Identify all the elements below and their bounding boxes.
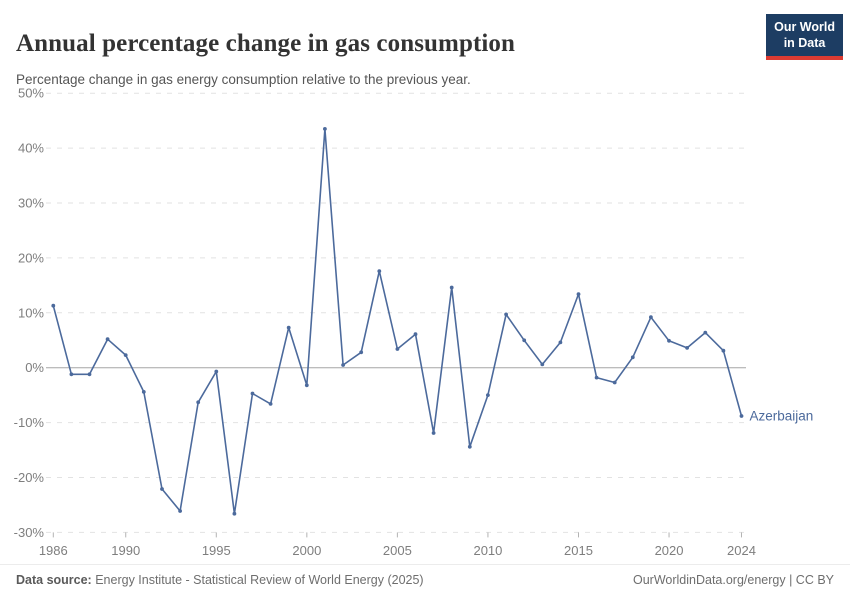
owid-logo-line1: Our World bbox=[774, 20, 835, 34]
data-point bbox=[522, 338, 527, 343]
data-point bbox=[540, 362, 545, 367]
data-point bbox=[232, 511, 237, 516]
data-point bbox=[721, 348, 726, 353]
data-point bbox=[178, 509, 183, 513]
chart-subtitle: Percentage change in gas energy consumpt… bbox=[16, 71, 471, 87]
data-point bbox=[667, 338, 671, 343]
data-point bbox=[250, 391, 255, 396]
data-point bbox=[486, 393, 490, 397]
x-axis-label: 1995 bbox=[202, 543, 231, 558]
data-point bbox=[141, 390, 146, 394]
attribution-link[interactable]: OurWorldinData.org/energy | CC BY bbox=[632, 573, 834, 587]
data-point bbox=[576, 292, 581, 296]
data-source-label: Data source: bbox=[16, 573, 92, 587]
y-axis-label: -20% bbox=[14, 470, 45, 485]
data-point bbox=[196, 400, 201, 405]
data-point bbox=[431, 431, 436, 435]
x-axis-label: 2015 bbox=[564, 543, 593, 558]
x-axis-label: 2005 bbox=[383, 543, 412, 558]
data-point bbox=[558, 340, 563, 345]
data-point bbox=[703, 330, 708, 335]
data-point bbox=[685, 346, 689, 350]
y-axis-label: 10% bbox=[18, 305, 44, 320]
data-point bbox=[214, 369, 219, 374]
data-point bbox=[105, 337, 110, 342]
y-axis-label: 20% bbox=[18, 250, 44, 265]
data-point bbox=[395, 347, 400, 351]
data-point bbox=[123, 353, 128, 357]
data-source-text: Data source: Energy Institute - Statisti… bbox=[16, 573, 424, 587]
y-axis-label: 0% bbox=[25, 360, 44, 375]
data-point bbox=[286, 325, 291, 330]
data-source-value: Energy Institute - Statistical Review of… bbox=[91, 573, 424, 587]
data-point bbox=[449, 285, 454, 290]
data-point bbox=[268, 402, 273, 406]
data-point bbox=[377, 269, 382, 273]
y-axis-label: 30% bbox=[18, 196, 44, 211]
entity-label-azerbaijan[interactable]: Azerbaijan bbox=[750, 409, 814, 424]
owid-logo[interactable]: Our World in Data bbox=[766, 14, 843, 60]
data-point bbox=[649, 315, 653, 320]
y-axis-label: -30% bbox=[14, 525, 45, 540]
data-point bbox=[504, 312, 508, 317]
data-point bbox=[739, 414, 744, 418]
x-axis-label: 2020 bbox=[655, 543, 684, 558]
data-point bbox=[51, 303, 56, 308]
x-axis-label: 2010 bbox=[473, 543, 502, 558]
y-axis-label: 40% bbox=[18, 141, 44, 156]
data-point bbox=[304, 383, 309, 388]
data-point bbox=[612, 380, 617, 385]
data-point bbox=[594, 375, 599, 380]
data-point bbox=[323, 126, 327, 131]
chart-footer: Data source: Energy Institute - Statisti… bbox=[0, 564, 850, 587]
data-point bbox=[341, 363, 345, 367]
data-point bbox=[467, 444, 472, 449]
data-point bbox=[359, 350, 364, 355]
data-point bbox=[630, 355, 635, 360]
series-line-azerbaijan bbox=[52, 128, 743, 515]
data-point bbox=[413, 332, 418, 337]
x-axis-label: 2000 bbox=[292, 543, 321, 558]
y-axis-label: -10% bbox=[14, 415, 45, 430]
y-axis-label: 50% bbox=[18, 86, 44, 101]
data-point bbox=[87, 372, 92, 377]
x-axis-label: 2024 bbox=[727, 543, 756, 558]
x-axis-label: 1986 bbox=[39, 543, 68, 558]
data-point bbox=[160, 487, 164, 491]
page-title: Annual percentage change in gas consumpt… bbox=[16, 29, 516, 57]
data-point bbox=[69, 372, 74, 377]
x-axis-label: 1990 bbox=[111, 543, 140, 558]
owid-logo-line2: in Data bbox=[783, 36, 826, 51]
